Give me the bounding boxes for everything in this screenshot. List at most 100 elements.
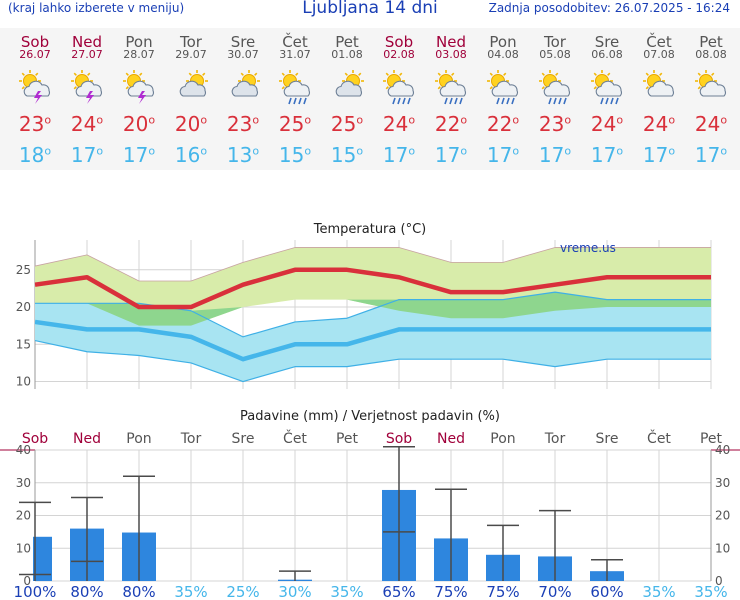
precipitation-error-bar <box>591 558 623 581</box>
y-tick-label-right: 0 <box>715 574 723 588</box>
precipitation-probability: 35% <box>642 583 675 600</box>
day-date: 05.08 <box>539 48 571 61</box>
source-label: vreme.us <box>560 241 616 255</box>
day-name: Ned <box>72 33 102 51</box>
partly-sunny-icon <box>643 70 674 97</box>
min-temperature-value: 17 <box>434 143 461 167</box>
page-header: (kraj lahko izberete v meniju) Ljubljana… <box>0 0 740 22</box>
location-hint[interactable]: (kraj lahko izberete v meniju) <box>8 1 185 15</box>
min-temperature-value: 15 <box>278 143 305 167</box>
cloud-icon <box>699 80 726 97</box>
lightning-icon <box>86 91 94 104</box>
day-name: Pon <box>125 33 153 51</box>
max-range-upper-edge <box>34 247 711 282</box>
cloud-icon <box>387 80 414 97</box>
series-max-temperature <box>34 267 711 310</box>
day-date: 03.08 <box>435 48 467 61</box>
day-name: Sre <box>594 33 620 51</box>
precipitation-error-bar <box>123 475 155 581</box>
x-category-label: Pon <box>126 431 151 447</box>
sun-cloud-lightning-icon <box>123 70 154 104</box>
y-tick-label-right: 10 <box>715 541 730 555</box>
max-temperature-value: 24 <box>382 112 409 136</box>
min-temperature-value: 16 <box>174 143 201 167</box>
max-temperature: 24o <box>590 112 624 136</box>
day-name: Pet <box>699 33 723 51</box>
rain-icon <box>496 97 515 105</box>
day-date: 07.08 <box>643 48 675 61</box>
y-tick-label-left: 30 <box>16 476 31 490</box>
precipitation-probability: 80% <box>122 583 155 600</box>
precipitation-error-bar <box>487 524 519 581</box>
max-temperature-value: 23 <box>538 112 565 136</box>
y-tick-label-left: 0 <box>23 574 31 588</box>
max-temperature-value: 23 <box>18 112 45 136</box>
forecast-day: Ned 03.08 22o 17o <box>425 28 477 170</box>
precipitation-probability: 35% <box>174 583 207 600</box>
precipitation-error-bar <box>539 509 571 581</box>
precipitation-error-bar <box>71 496 103 581</box>
precipitation-probability: 80% <box>70 583 103 600</box>
min-range-upper-edge <box>35 291 711 338</box>
max-temperature: 24o <box>382 112 416 136</box>
cloud-icon <box>231 80 258 97</box>
cloudy-sun-icon <box>231 70 260 97</box>
precipitation-probability: 35% <box>694 583 727 600</box>
max-temperature: 24o <box>642 112 676 136</box>
day-name: Tor <box>180 33 202 51</box>
max-temperature-value: 23 <box>226 112 253 136</box>
max-temperature: 23o <box>18 112 52 136</box>
last-updated: Zadnja posodobitev: 26.07.2025 - 16:24 <box>488 1 730 15</box>
day-date: 06.08 <box>591 48 623 61</box>
min-range-lower-edge <box>34 339 711 383</box>
y-tick-label: 15 <box>16 337 31 351</box>
y-tick-label: 25 <box>16 263 31 277</box>
sun-cloud-rain-icon <box>279 70 310 105</box>
y-tick-label-left: 20 <box>16 509 31 523</box>
cloud-icon <box>283 80 310 97</box>
forecast-day: Sob 26.07 23o 18o <box>9 28 61 170</box>
forecast-day: Čet 07.08 24o 17o <box>633 28 685 170</box>
max-temperature-value: 20 <box>122 112 149 136</box>
temperature-chart-title: Temperatura (°C) <box>313 222 426 237</box>
forecast-day: Čet 31.07 25o 15o <box>269 28 321 170</box>
day-date: 28.07 <box>123 48 155 61</box>
day-date: 31.07 <box>279 48 311 61</box>
forecast-day: Pon 04.08 22o 17o <box>477 28 529 170</box>
day-date: 02.08 <box>383 48 415 61</box>
max-temperature-value: 22 <box>486 112 513 136</box>
forecast-day: Sre 30.07 23o 13o <box>217 28 269 170</box>
day-date: 26.07 <box>19 48 51 61</box>
day-name: Čet <box>282 33 308 51</box>
charts-area: Temperatura (°C) 10 15 20 25 vreme.us Padavin… <box>0 222 740 600</box>
x-category-label: Pet <box>336 431 359 447</box>
max-temperature-value: 24 <box>642 112 669 136</box>
day-name: Tor <box>544 33 566 51</box>
min-temperature: 15o <box>330 143 364 167</box>
min-temperature-value: 17 <box>642 143 669 167</box>
min-temperature: 17o <box>382 143 416 167</box>
y-tick-label-right: 30 <box>715 476 730 490</box>
forecast-day: Pon 28.07 20o 17o <box>113 28 165 170</box>
x-category-label: Sob <box>22 431 48 447</box>
min-temperature-value: 17 <box>694 143 721 167</box>
y-tick-label: 10 <box>16 375 31 389</box>
precipitation-probability: 25% <box>226 583 259 600</box>
cloud-icon <box>127 80 154 97</box>
min-temperature: 17o <box>590 143 624 167</box>
min-temperature-value: 17 <box>486 143 513 167</box>
max-temperature-value: 20 <box>174 112 201 136</box>
forecast-day: Ned 27.07 24o 17o <box>61 28 113 170</box>
min-temperature: 17o <box>538 143 572 167</box>
x-category-label: Čet <box>647 429 671 447</box>
min-temperature: 17o <box>70 143 104 167</box>
y-tick-label: 20 <box>16 300 31 314</box>
cloud-icon <box>75 80 102 97</box>
max-temperature-value: 24 <box>590 112 617 136</box>
x-category-label: Ned <box>73 431 101 447</box>
day-name: Sob <box>384 33 414 51</box>
precipitation-probability: 75% <box>486 583 519 600</box>
min-temperature-value: 17 <box>382 143 409 167</box>
forecast-day: Sre 06.08 24o 17o <box>581 28 633 170</box>
y-tick-label-left: 40 <box>16 443 31 457</box>
